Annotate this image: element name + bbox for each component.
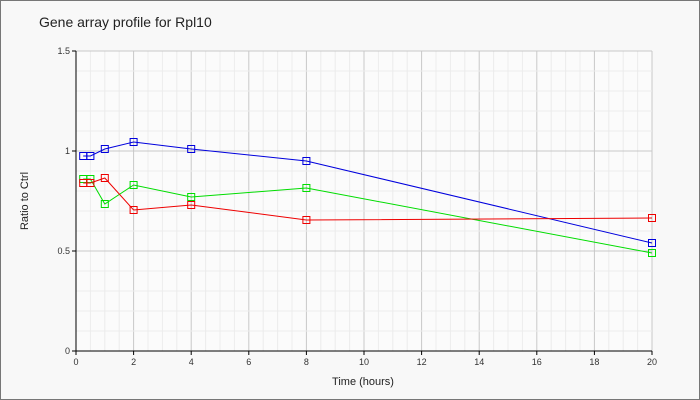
x-tick-label: 6: [246, 357, 251, 367]
data-point-green: [187, 193, 196, 201]
data-point-green: [129, 181, 138, 189]
x-tick-label: 4: [189, 357, 194, 367]
x-tick-label: 18: [589, 357, 599, 367]
data-point-green: [100, 200, 109, 208]
data-point-blue: [100, 145, 109, 153]
series-red: [79, 174, 656, 224]
y-tick-label: 0.5: [57, 246, 70, 256]
data-point-red: [302, 216, 311, 224]
data-point-green: [648, 249, 656, 257]
data-point-red: [187, 201, 196, 209]
series-line-blue: [83, 141, 653, 244]
data-point-blue: [648, 239, 656, 247]
data-point-blue: [187, 145, 196, 153]
x-tick-label: 14: [474, 357, 484, 367]
y-tick-label: 1.5: [57, 46, 70, 56]
y-tick-label: 1: [65, 146, 70, 156]
data-point-red: [129, 206, 138, 214]
y-axis-label: Ratio to Ctrl: [19, 172, 31, 230]
x-tick-label: 10: [359, 357, 369, 367]
x-tick-label: 20: [647, 357, 657, 367]
data-point-green: [302, 184, 311, 192]
x-axis-label: Time (hours): [332, 376, 394, 388]
x-tick-label: 16: [532, 357, 542, 367]
x-tick-label: 0: [73, 357, 78, 367]
x-tick-label: 2: [131, 357, 136, 367]
data-point-blue: [129, 138, 138, 146]
x-tick-label: 8: [304, 357, 309, 367]
x-tick-label: 12: [417, 357, 427, 367]
data-point-red: [100, 174, 109, 182]
data-point-blue: [86, 152, 95, 160]
data-point-red: [648, 214, 656, 222]
chart-title: Gene array profile for Rpl10: [39, 14, 212, 30]
axes: 0 2 4 6 8 10 12 14 16 18 20 0 0.5 1 1.5: [57, 46, 657, 367]
data-point-red: [86, 179, 95, 187]
grid: [75, 50, 653, 352]
series-line-red: [83, 177, 653, 221]
data-point-blue: [302, 157, 311, 165]
series: [79, 138, 656, 257]
y-tick-label: 0: [65, 346, 70, 356]
series-blue: [79, 138, 656, 247]
